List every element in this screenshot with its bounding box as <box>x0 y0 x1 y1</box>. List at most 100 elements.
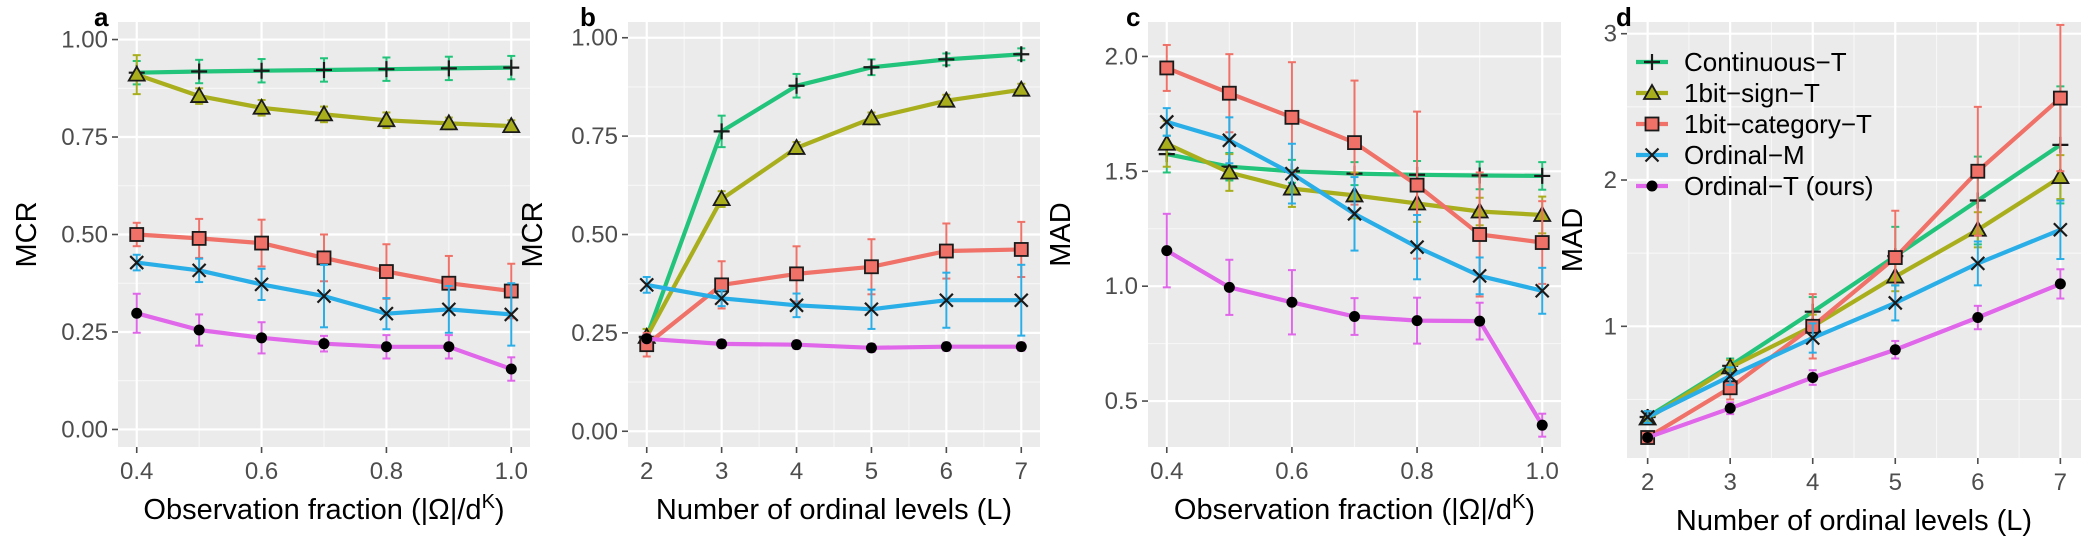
data-point <box>254 235 269 251</box>
x-axis-title: Number of ordinal levels (L) <box>1676 505 2032 537</box>
data-point <box>2052 90 2068 106</box>
data-point <box>505 363 517 375</box>
data-point <box>1222 133 1237 148</box>
data-point <box>1013 46 1030 63</box>
legend-label: Ordinal−T (ours) <box>1684 171 1874 201</box>
data-point <box>443 341 455 353</box>
data-point <box>864 301 879 317</box>
series-marks <box>1638 23 2070 445</box>
series-5 <box>1161 212 1548 438</box>
data-point <box>791 339 803 351</box>
data-point <box>1640 409 1655 425</box>
data-point <box>1472 268 1487 284</box>
data-point <box>441 302 457 317</box>
data-point <box>1347 206 1362 222</box>
data-point <box>127 64 147 82</box>
y-tick-label: 1.00 <box>61 27 108 54</box>
x-tick-label: 1.0 <box>495 458 528 485</box>
y-tick-label: 1.0 <box>1105 273 1138 300</box>
data-point <box>641 333 653 345</box>
data-point <box>1889 344 1901 356</box>
data-point <box>2050 167 2070 184</box>
x-tick-label: 2 <box>1641 469 1654 496</box>
y-tick-label: 1 <box>1604 313 1617 340</box>
data-point <box>1887 250 1903 265</box>
x-tick-label: 0.8 <box>1400 458 1433 485</box>
legend-marker <box>1642 83 1662 100</box>
data-point <box>936 90 956 108</box>
y-axis-title: MCR <box>11 201 43 267</box>
series-4 <box>129 253 519 347</box>
x-tick-label: 0.6 <box>1275 458 1308 485</box>
legend-label: Ordinal−M <box>1684 140 1805 170</box>
x-axis-title: Number of ordinal levels (L) <box>656 494 1012 526</box>
data-point <box>1161 245 1173 257</box>
axis-ticks: 0.4 0.6 0.8 1.0 0.00 0.25 0.50 0.75 1.00 <box>61 27 528 485</box>
data-point <box>1805 330 1821 346</box>
panel-letter-a: a <box>94 2 109 32</box>
series-2 <box>637 79 1031 346</box>
panel-d: 2 3 4 5 6 7 1 2 3 d Number of ordinal levels (L)… <box>1557 2 2081 537</box>
x-tick-label: 6 <box>1971 469 1984 496</box>
series-line <box>1646 281 2062 440</box>
series-5 <box>641 333 1027 354</box>
data-point <box>1536 419 1548 431</box>
data-point <box>1013 242 1029 257</box>
x-tick-label: 7 <box>1015 458 1028 485</box>
panel-a: 0.4 0.6 0.8 1.0 0.00 0.25 0.50 0.75 1.00 a Obser… <box>11 2 530 526</box>
data-point <box>191 230 207 246</box>
data-point <box>316 250 332 266</box>
legend-marker <box>1644 147 1660 163</box>
data-point <box>318 338 330 350</box>
data-point <box>1284 109 1300 125</box>
axis-ticks: 0.4 0.6 0.8 1.0 0.5 1.0 1.5 2.0 <box>1105 43 1559 485</box>
data-point <box>786 138 807 155</box>
panel-b: 2 3 4 5 6 7 0.00 0.25 0.50 0.75 1.00 b Number of o… <box>517 2 1040 526</box>
data-point <box>1015 341 1027 353</box>
data-point <box>1349 311 1360 323</box>
data-point <box>1642 432 1654 444</box>
series-line <box>1646 175 2062 421</box>
data-point <box>191 263 207 278</box>
data-point <box>379 306 394 321</box>
series-5 <box>1642 268 2066 444</box>
series-line <box>644 52 1022 338</box>
data-point <box>253 62 270 79</box>
legend-marker <box>1646 180 1658 192</box>
series-line <box>1646 227 2062 419</box>
data-point <box>1472 227 1488 242</box>
data-point <box>639 277 655 293</box>
data-point <box>1284 166 1300 181</box>
legend-label: 1bit−category−T <box>1684 109 1872 139</box>
x-tick-label: 5 <box>1889 469 1902 496</box>
data-point <box>1970 163 1986 179</box>
legend-label: 1bit−sign−T <box>1684 78 1820 108</box>
panel-letter-d: d <box>1616 2 1632 32</box>
data-point <box>788 77 805 94</box>
data-point <box>379 264 394 279</box>
data-point <box>376 110 396 128</box>
legend-item: Continuous−T <box>1636 47 1847 77</box>
data-point <box>316 288 332 304</box>
data-point <box>129 227 145 242</box>
series-4 <box>1640 199 2068 425</box>
data-point <box>1887 295 1903 311</box>
series-5 <box>131 292 517 382</box>
data-point <box>440 60 457 77</box>
legend-label: Continuous−T <box>1684 47 1847 77</box>
data-point <box>1159 60 1175 76</box>
data-point <box>191 63 208 80</box>
data-point <box>864 259 879 275</box>
x-tick-label: 3 <box>715 458 728 485</box>
y-axis-title: MCR <box>517 201 549 267</box>
data-point <box>1221 85 1237 101</box>
x-tick-label: 0.4 <box>1150 458 1183 485</box>
data-point <box>940 341 952 353</box>
data-point <box>865 342 877 354</box>
data-point <box>2054 278 2066 290</box>
x-tick-label: 4 <box>1806 469 1819 496</box>
y-tick-label: 0.25 <box>571 320 618 347</box>
data-point <box>1219 162 1239 180</box>
series-line <box>646 336 1022 350</box>
